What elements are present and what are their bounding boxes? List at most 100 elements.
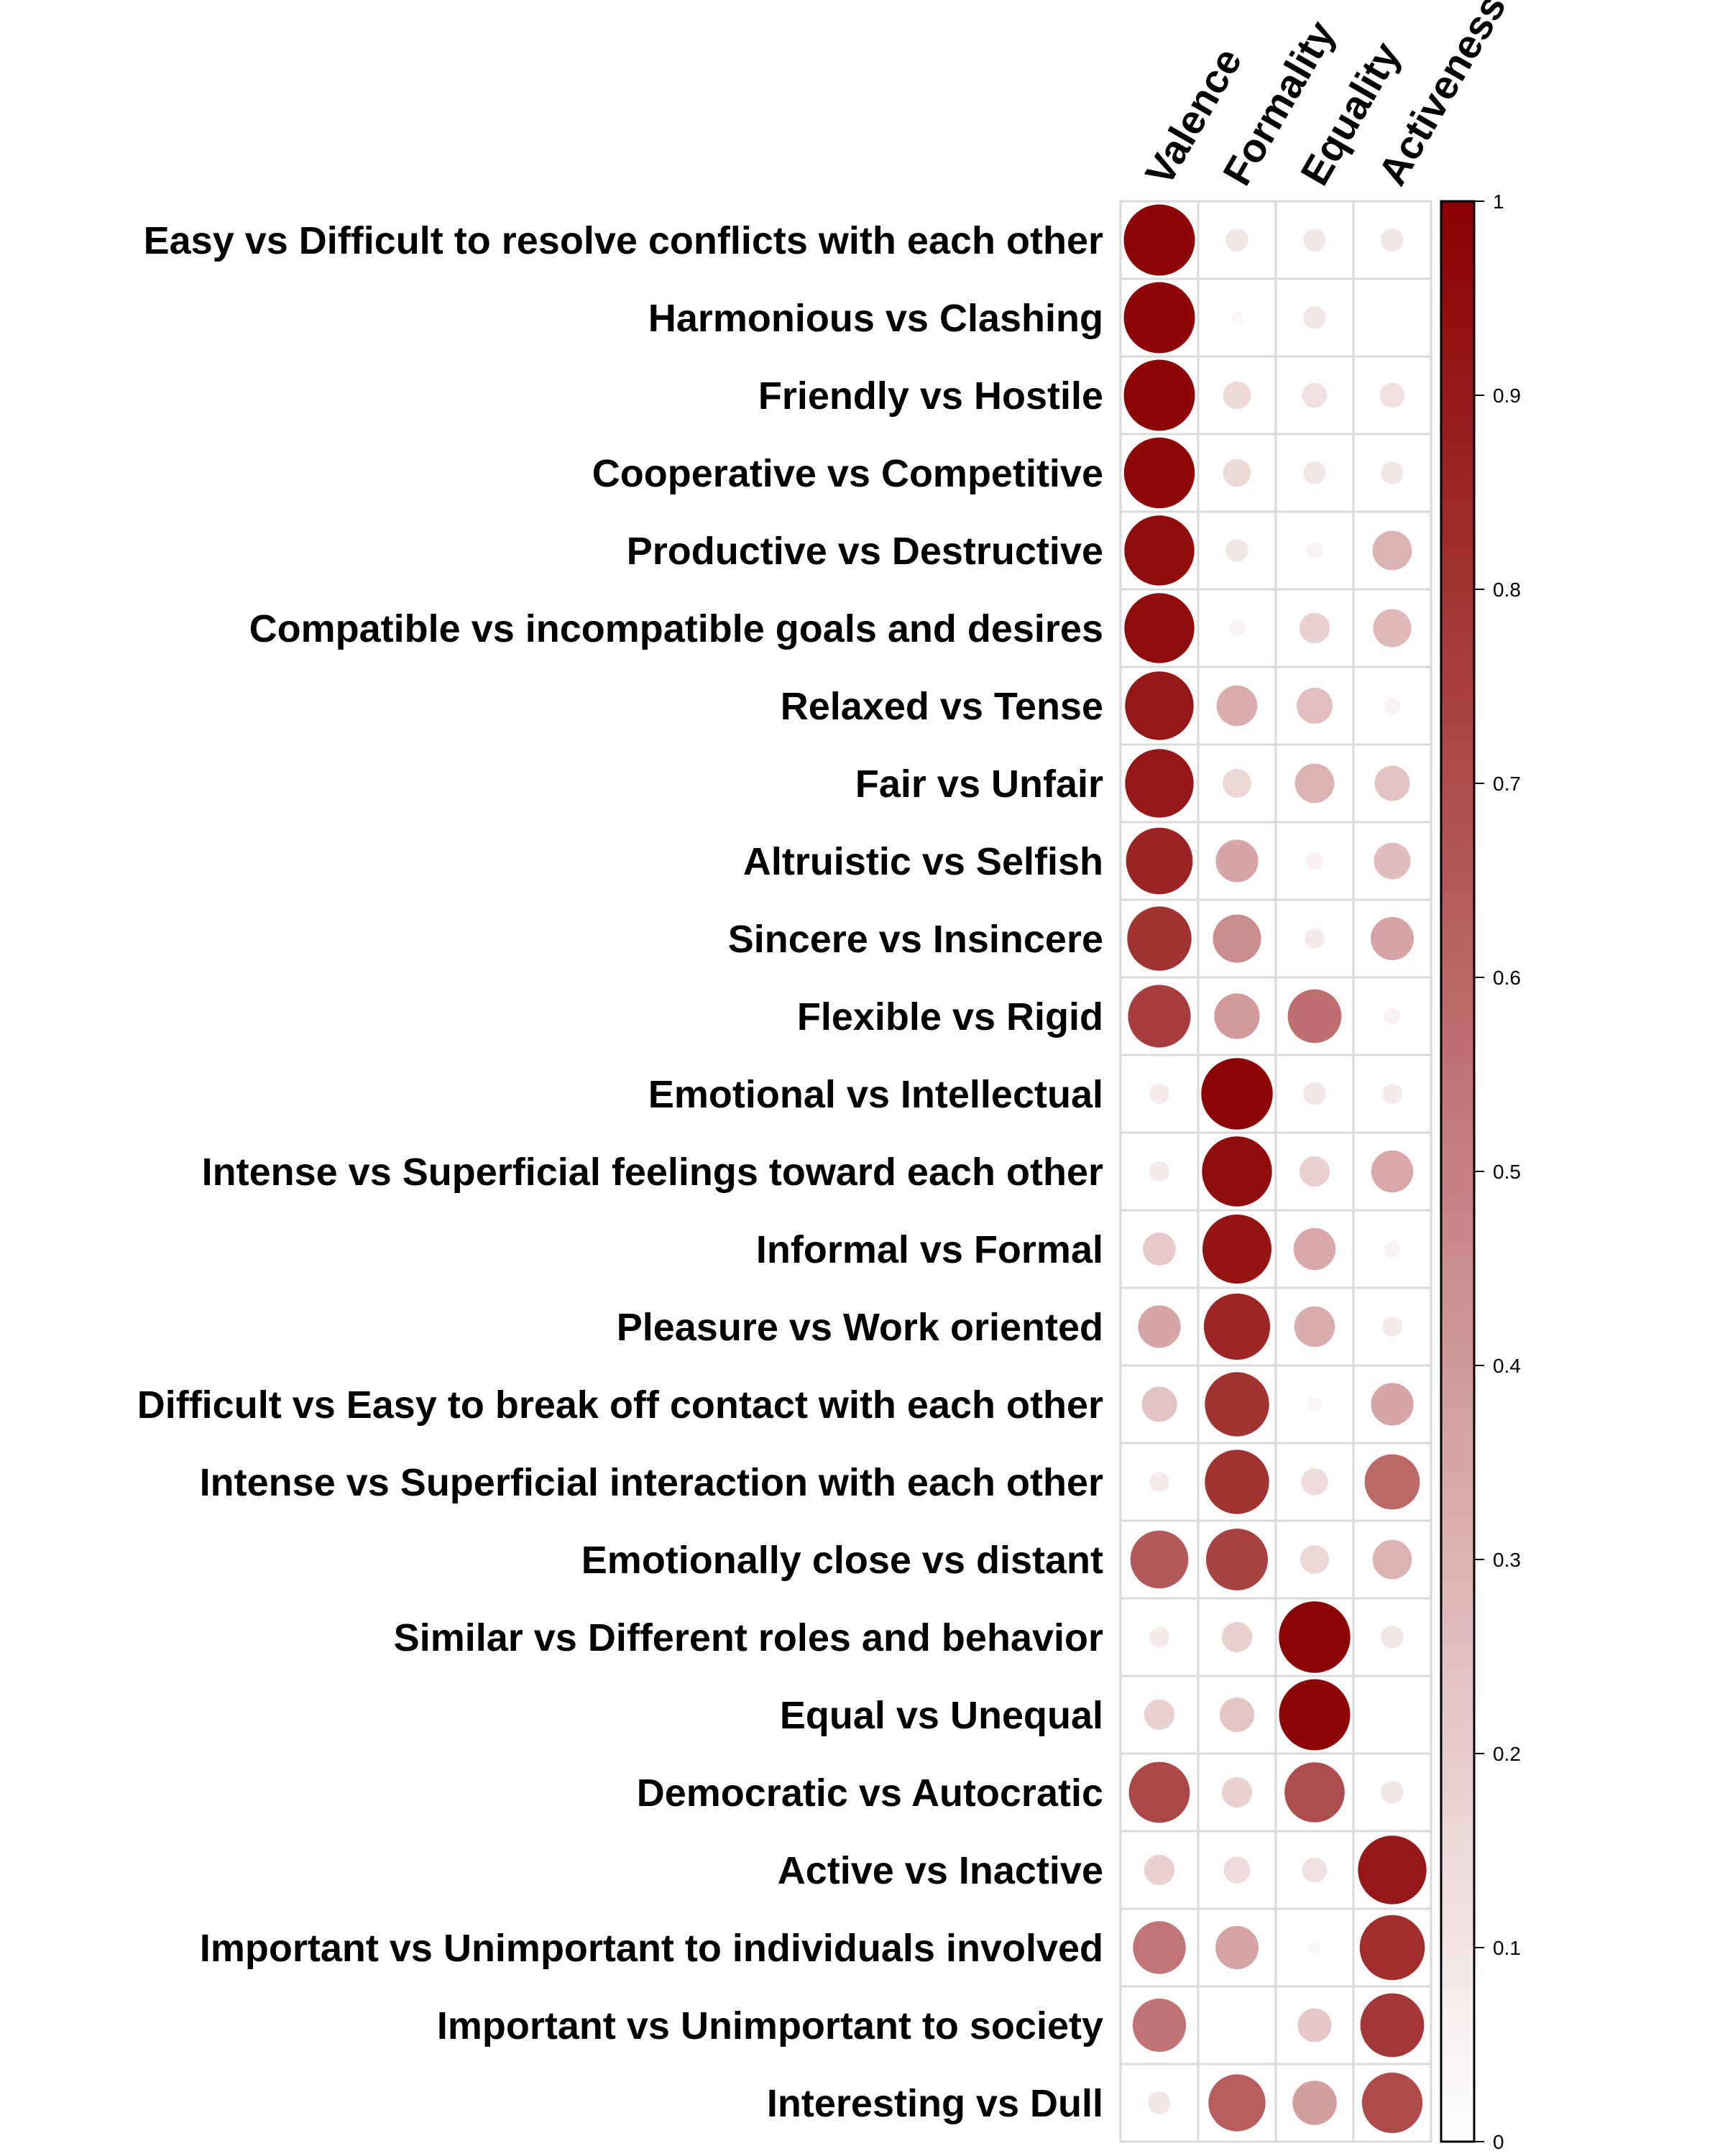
data-circle [1123, 359, 1195, 431]
data-circle [1384, 697, 1401, 714]
data-circle [1213, 914, 1261, 963]
data-circle [1205, 1372, 1269, 1437]
data-circle [1125, 671, 1194, 740]
data-circle [1223, 769, 1251, 798]
row-label: Difficult vs Easy to break off contact w… [137, 1383, 1103, 1427]
data-circle [1299, 1156, 1330, 1187]
data-circle [1372, 530, 1412, 571]
data-circle [1381, 1781, 1404, 1804]
data-circle [1208, 2074, 1266, 2132]
data-circle [1133, 1921, 1186, 1974]
grid-cell [1197, 1985, 1277, 2065]
data-circle [1221, 1777, 1253, 1808]
data-circle [1359, 1915, 1425, 1981]
row-label: Harmonious vs Clashing [648, 297, 1103, 340]
data-circle [1300, 1545, 1329, 1574]
data-circle [1221, 1621, 1253, 1653]
data-circle [1126, 827, 1193, 895]
data-circle [1381, 1626, 1404, 1649]
grid-cell [1352, 1674, 1432, 1755]
data-circle [1294, 1306, 1335, 1348]
data-circle [1123, 282, 1195, 354]
colorbar-tick-label: 0.2 [1493, 1743, 1521, 1765]
data-circle [1149, 1626, 1170, 1648]
data-circle [1306, 542, 1323, 559]
colorbar-tick-label: 0.5 [1493, 1161, 1521, 1183]
data-circle [1230, 311, 1243, 324]
data-circle [1205, 1450, 1269, 1514]
row-label: Similar vs Different roles and behavior [394, 1616, 1103, 1659]
colorbar-tick-label: 0.7 [1493, 773, 1521, 795]
grid [1119, 200, 1432, 2143]
data-circle [1301, 1468, 1328, 1496]
column-label: Activeness [1369, 0, 1514, 193]
data-circle [1144, 1854, 1175, 1886]
data-circle [1225, 539, 1248, 562]
data-circle [1294, 763, 1335, 803]
row-label: Easy vs Difficult to resolve conflicts w… [144, 219, 1103, 262]
data-circle [1381, 229, 1404, 252]
row-labels: Easy vs Difficult to resolve conflicts w… [137, 219, 1103, 2125]
colorbar-tick-label: 1 [1493, 190, 1504, 213]
data-circle [1371, 1383, 1414, 1426]
data-circles [1123, 204, 1427, 2134]
data-circle [1124, 515, 1195, 586]
row-label: Compatible vs incompatible goals and des… [249, 607, 1103, 650]
row-label: Friendly vs Hostile [758, 374, 1103, 418]
data-circle [1225, 229, 1248, 252]
data-circle [1374, 842, 1411, 880]
data-circle [1303, 229, 1326, 252]
row-label: Emotionally close vs distant [581, 1539, 1103, 1582]
row-label: Important vs Unimportant to society [437, 2004, 1103, 2047]
colorbar-tick-label: 0 [1493, 2131, 1504, 2153]
row-label: Productive vs Destructive [627, 530, 1103, 573]
data-circle [1292, 2081, 1337, 2125]
data-circle [1302, 382, 1328, 408]
row-label: Altruistic vs Selfish [743, 840, 1103, 883]
data-circle [1206, 1529, 1268, 1590]
data-circle [1128, 985, 1191, 1048]
data-circle [1299, 612, 1330, 644]
row-label: Sincere vs Insincere [728, 918, 1103, 961]
data-circle [1143, 1233, 1176, 1266]
data-circle [1371, 917, 1414, 960]
row-label: Interesting vs Dull [767, 2082, 1103, 2125]
data-circle [1303, 461, 1326, 484]
data-circle [1128, 1761, 1190, 1823]
data-circle [1361, 2072, 1423, 2134]
data-circle [1384, 1008, 1401, 1025]
data-circle [1148, 2091, 1171, 2114]
data-circle [1297, 2008, 1332, 2042]
data-circle [1358, 1835, 1427, 1904]
data-circle [1220, 1697, 1254, 1732]
row-label: Pleasure vs Work oriented [617, 1306, 1103, 1349]
data-circle [1144, 1699, 1175, 1731]
data-circle [1381, 1083, 1403, 1105]
data-circle [1303, 1082, 1326, 1105]
data-circle [1371, 1150, 1414, 1193]
data-circle [1132, 1998, 1187, 2053]
data-circle [1297, 688, 1333, 724]
data-circle [1223, 1856, 1251, 1884]
data-circle [1138, 1305, 1181, 1348]
data-circle [1373, 609, 1412, 648]
data-circle [1302, 1857, 1328, 1883]
data-circle [1379, 382, 1405, 408]
data-circle [1364, 1454, 1420, 1510]
data-circle [1127, 906, 1192, 971]
data-circle [1374, 765, 1410, 801]
data-circle [1149, 1161, 1170, 1182]
colorbar-tick-label: 0.6 [1493, 967, 1521, 989]
data-circle [1228, 619, 1246, 637]
data-circle [1307, 1397, 1322, 1411]
data-circle [1214, 993, 1260, 1039]
row-label: Flexible vs Rigid [797, 995, 1103, 1038]
data-circle [1215, 1926, 1259, 1969]
row-label: Informal vs Formal [756, 1228, 1103, 1271]
colorbar-gradient [1440, 200, 1476, 2143]
data-circle [1201, 1058, 1273, 1130]
data-circle [1123, 437, 1195, 509]
data-circle [1287, 989, 1342, 1044]
data-circle [1304, 928, 1325, 949]
